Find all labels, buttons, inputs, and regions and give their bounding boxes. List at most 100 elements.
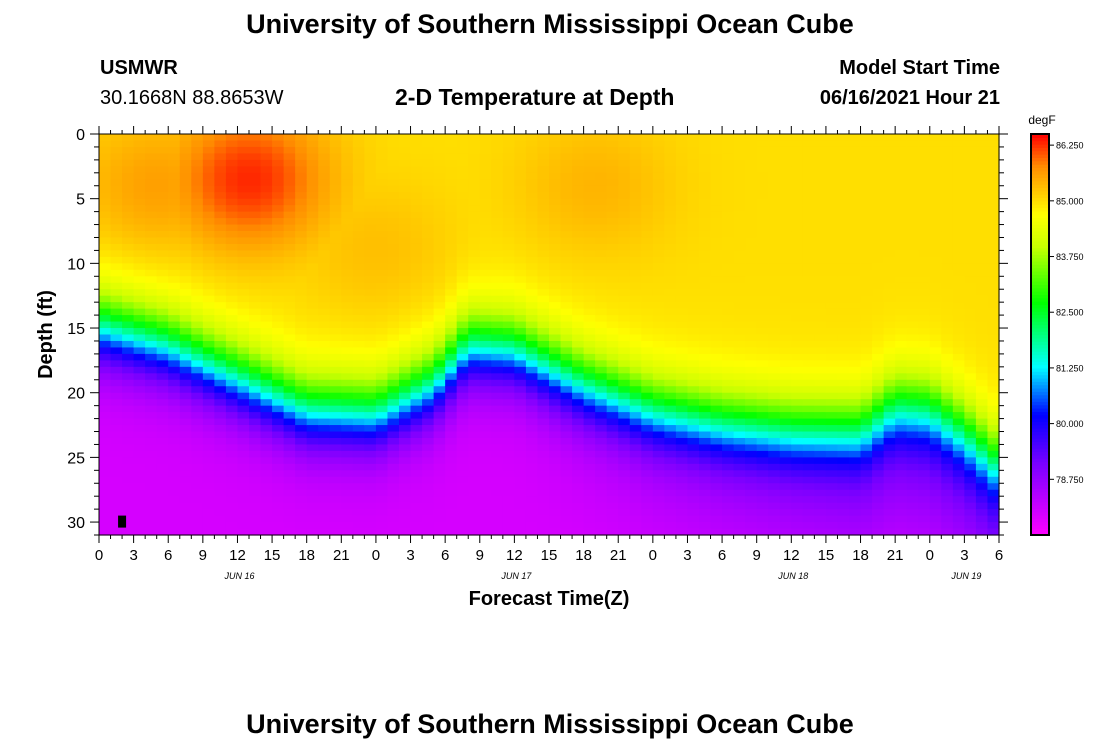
heatmap-cell [399, 289, 412, 297]
heatmap-cell [491, 392, 504, 400]
heatmap-cell [791, 198, 804, 206]
heatmap-cell [895, 185, 908, 193]
heatmap-cell [768, 522, 781, 530]
heatmap-cell [514, 276, 527, 284]
heatmap-cell [99, 243, 112, 252]
heatmap-cell [99, 269, 112, 277]
heatmap-cell [272, 450, 285, 458]
heatmap-cell [549, 476, 562, 484]
heatmap-cell [145, 489, 158, 497]
heatmap-cell [629, 470, 642, 478]
heatmap-cell [122, 198, 135, 206]
heatmap-cell [895, 276, 908, 284]
heatmap-cell [906, 340, 919, 349]
heatmap-cell [306, 360, 319, 368]
heatmap-cell [341, 522, 354, 530]
heatmap-cell [733, 263, 746, 271]
heatmap-cell [249, 392, 262, 400]
heatmap-cell [133, 522, 146, 530]
heatmap-cell [849, 237, 862, 245]
heatmap-cell [595, 282, 608, 290]
heatmap-cell [872, 276, 885, 284]
heatmap-cell [329, 405, 342, 413]
heatmap-cell [733, 256, 746, 264]
heatmap-cell [595, 198, 608, 206]
heatmap-cell [722, 315, 735, 323]
heatmap-cell [583, 405, 596, 413]
heatmap-cell [952, 185, 965, 193]
heatmap-cell [99, 179, 112, 187]
heatmap-cell [583, 373, 596, 381]
heatmap-cell [422, 334, 435, 342]
heatmap-cell [975, 295, 989, 303]
heatmap-cell [179, 476, 192, 484]
heatmap-cell [272, 399, 285, 407]
model-start-label: Model Start Time [839, 57, 1000, 79]
heatmap-cell [514, 153, 527, 161]
heatmap-cell [237, 282, 250, 290]
heatmap-cell [560, 476, 573, 484]
heatmap-cell [341, 463, 354, 471]
heatmap-cell [675, 237, 689, 245]
heatmap-cell [191, 211, 204, 219]
heatmap-cell [618, 224, 631, 232]
heatmap-cell [837, 198, 850, 206]
heatmap-cell [895, 243, 908, 252]
heatmap-cell [99, 302, 112, 310]
heatmap-cell [929, 470, 942, 478]
heatmap-cell [468, 205, 481, 213]
heatmap-cell [225, 353, 239, 361]
heatmap-cell [987, 179, 1000, 187]
heatmap-cell [549, 496, 562, 504]
heatmap-cell [583, 496, 596, 504]
heatmap-cell [260, 476, 273, 484]
heatmap-cell [329, 153, 342, 161]
heatmap-cell [318, 302, 331, 310]
heatmap-cell [502, 373, 515, 381]
heatmap-cell [872, 392, 885, 400]
heatmap-cell [825, 418, 839, 426]
heatmap-cell [283, 289, 296, 297]
heatmap-cell [237, 373, 250, 381]
heatmap-cell [860, 509, 873, 517]
heatmap-cell [410, 444, 423, 452]
heatmap-cell [122, 192, 135, 200]
heatmap-cell [433, 425, 446, 433]
heatmap-cell [802, 134, 815, 142]
heatmap-cell [641, 450, 654, 458]
heatmap-cell [156, 179, 169, 187]
heatmap-cell [595, 166, 608, 174]
heatmap-cell [791, 289, 804, 297]
heatmap-cell [514, 373, 527, 381]
heatmap-cell [422, 205, 435, 213]
heatmap-cell [387, 444, 400, 452]
heatmap-cell [814, 418, 827, 426]
heatmap-cell [260, 282, 273, 290]
heatmap-cell [479, 192, 492, 200]
heatmap-cell [352, 373, 365, 381]
heatmap-cell [214, 218, 227, 226]
heatmap-cell [295, 373, 308, 381]
heatmap-cell [445, 192, 458, 200]
heatmap-cell [964, 231, 977, 239]
heatmap-cell [225, 250, 239, 258]
heatmap-cell [629, 340, 642, 349]
heatmap-cell [606, 405, 619, 413]
heatmap-cell [975, 146, 989, 155]
heatmap-cell [629, 224, 642, 232]
heatmap-cell [99, 224, 112, 232]
heatmap-cell [652, 379, 665, 387]
heatmap-cell [675, 360, 689, 368]
heatmap-cell [260, 347, 273, 355]
heatmap-cell [549, 489, 562, 497]
heatmap-cell [549, 366, 562, 374]
heatmap-cell [952, 470, 965, 478]
heatmap-cell [929, 146, 942, 155]
heatmap-cell [122, 166, 135, 174]
heatmap-cell [629, 179, 642, 187]
heatmap-cell [283, 205, 296, 213]
heatmap-cell [906, 269, 919, 277]
heatmap-cell [583, 172, 596, 180]
heatmap-cell [929, 463, 942, 471]
heatmap-cell [895, 231, 908, 239]
